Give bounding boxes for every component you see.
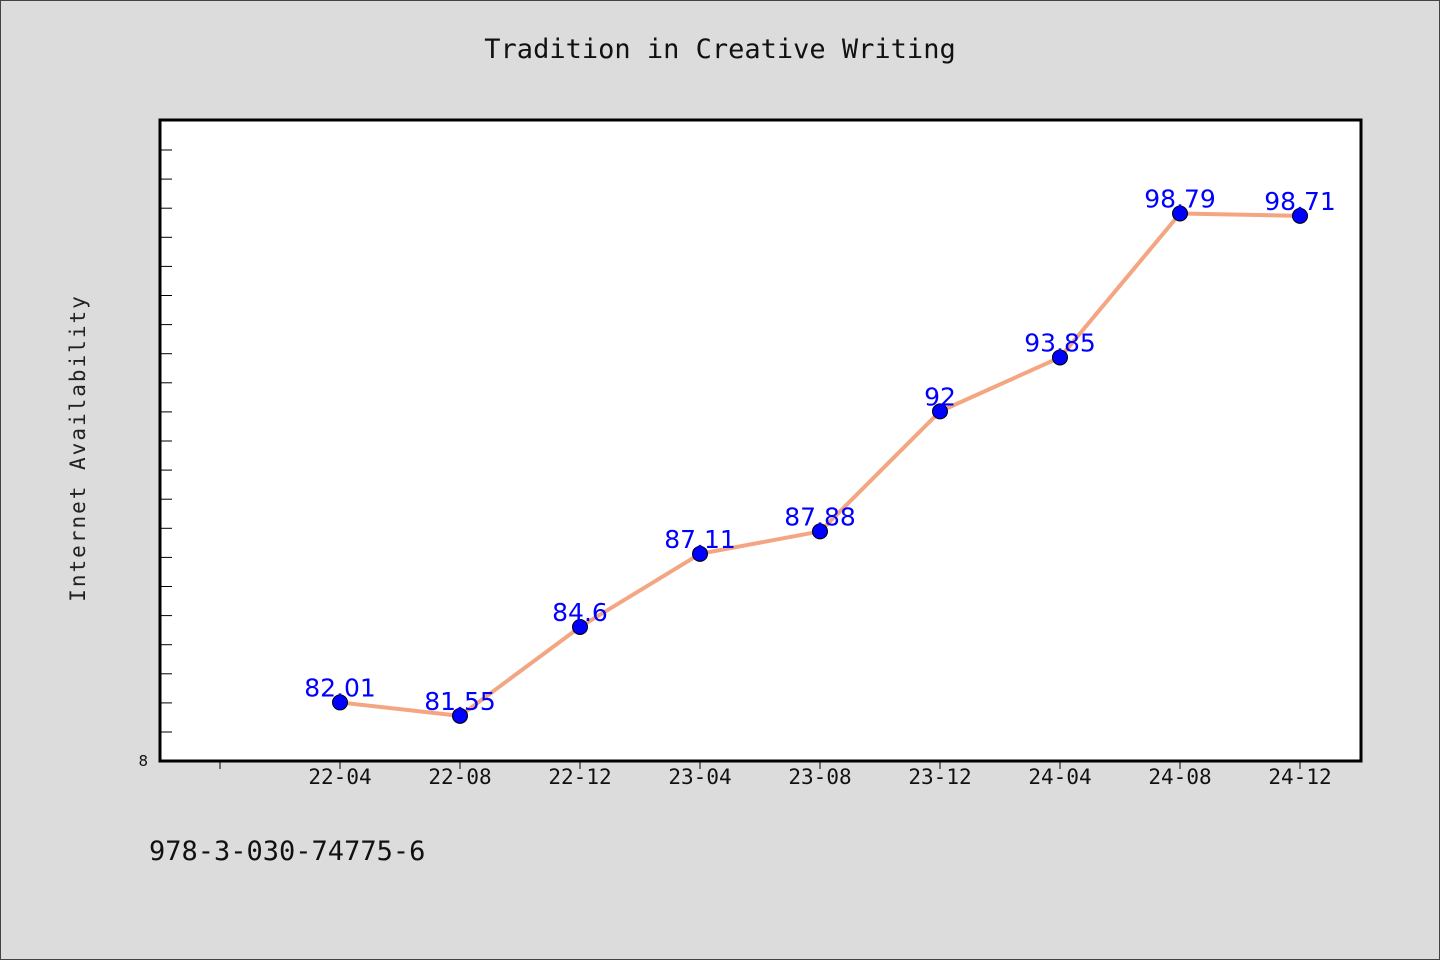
x-tick-label: 22-12 <box>548 765 611 789</box>
chart-title: Tradition in Creative Writing <box>484 34 956 65</box>
data-label: 87.11 <box>664 525 736 554</box>
data-point <box>932 403 948 420</box>
x-tick-label: 24-12 <box>1268 765 1331 789</box>
data-point <box>572 618 588 635</box>
data-label: 98.71 <box>1264 187 1336 216</box>
x-axis-ticks: 22-04 22-08 22-12 23-04 23-08 23-12 24-04 24-08… <box>219 761 1332 789</box>
x-tick-label: 24-08 <box>1148 765 1211 789</box>
data-point <box>1292 207 1308 224</box>
data-points <box>332 205 1308 724</box>
y-axis-ticks: 8 <box>138 149 172 770</box>
y-tick-label: 8 <box>138 752 148 770</box>
data-point <box>1052 349 1068 366</box>
x-tick-label: 23-12 <box>908 765 971 789</box>
data-point <box>812 523 828 540</box>
data-point <box>332 694 348 711</box>
data-label: 98.79 <box>1144 185 1216 214</box>
data-label: 87.88 <box>784 502 856 531</box>
x-tick-label: 22-04 <box>308 765 371 789</box>
footer-code: 978-3-030-74775-6 <box>149 836 426 867</box>
data-point <box>692 545 708 562</box>
x-tick-label: 23-08 <box>788 765 851 789</box>
data-point <box>452 707 468 724</box>
data-label: 82.01 <box>304 673 376 702</box>
data-labels: 82.01 81.55 84.6 87.11 87.88 92 93.85 98.79 98.7… <box>304 185 1336 716</box>
data-label: 93.85 <box>1024 328 1096 357</box>
data-label: 84.6 <box>552 598 608 627</box>
x-tick-label: 24-04 <box>1028 765 1091 789</box>
x-tick-label: 22-08 <box>428 765 491 789</box>
plot-area <box>158 118 1363 763</box>
x-tick-label: 23-04 <box>668 765 731 789</box>
data-label: 92 <box>924 382 956 411</box>
data-point <box>1172 205 1188 222</box>
data-label: 81.55 <box>424 687 496 716</box>
